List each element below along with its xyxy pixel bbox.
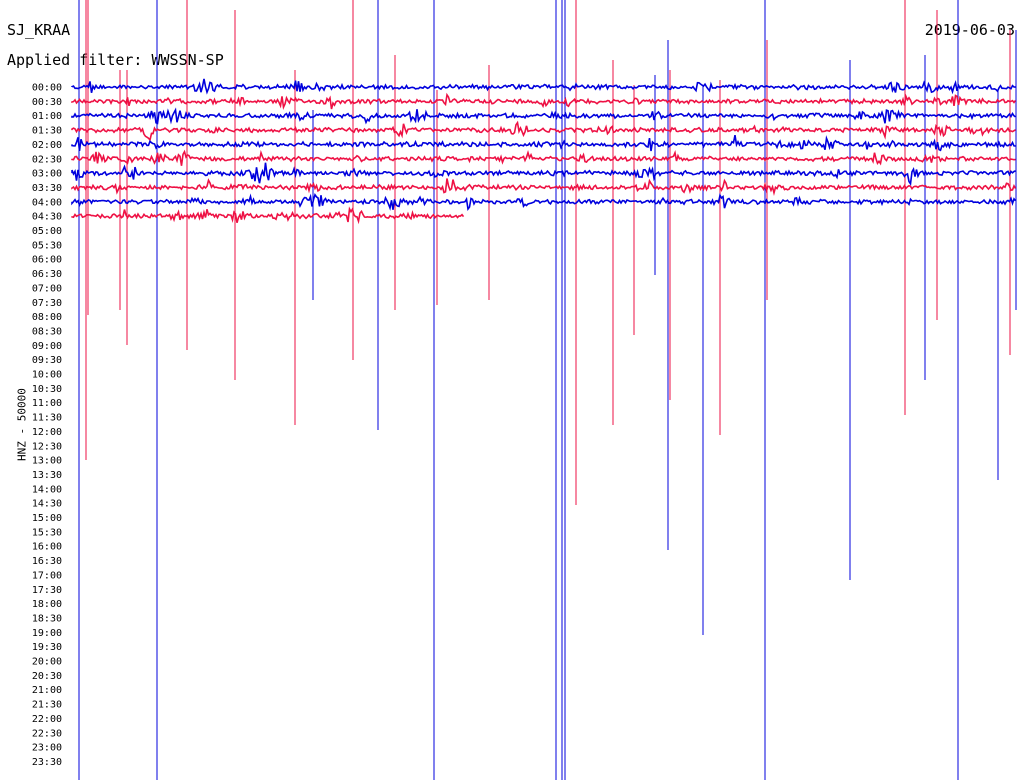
trace-row xyxy=(71,120,1016,142)
row-time-label: 13:00 xyxy=(32,456,62,467)
row-time-label: 22:30 xyxy=(32,728,62,739)
row-time-label: 17:30 xyxy=(32,585,62,596)
row-time-label: 04:00 xyxy=(32,197,62,208)
row-time-label: 21:30 xyxy=(32,700,62,711)
row-time-label: 14:30 xyxy=(32,499,62,510)
trace-row xyxy=(71,162,1016,186)
trace-row xyxy=(71,78,1016,95)
station-name: SJ_KRAA xyxy=(7,21,71,39)
row-time-label: 02:00 xyxy=(32,140,62,151)
row-time-label: 11:30 xyxy=(32,413,62,424)
applied-filter: Applied filter: WWSSN-SP xyxy=(7,51,224,69)
row-time-label: 01:00 xyxy=(32,111,62,122)
row-time-label: 20:00 xyxy=(32,657,62,668)
record-date: 2019-06-03 xyxy=(924,21,1015,39)
row-time-label: 06:00 xyxy=(32,255,62,266)
row-time-label: 03:00 xyxy=(32,169,62,180)
row-time-label: 02:30 xyxy=(32,154,62,165)
row-time-label: 21:00 xyxy=(32,685,62,696)
row-time-label: 00:30 xyxy=(32,97,62,108)
row-time-label: 12:30 xyxy=(32,441,62,452)
row-time-label: 16:30 xyxy=(32,556,62,567)
row-time-label: 05:30 xyxy=(32,240,62,251)
row-time-label: 01:30 xyxy=(32,126,62,137)
row-time-label: 10:00 xyxy=(32,370,62,381)
row-time-label: 00:00 xyxy=(32,83,62,94)
row-time-label: 19:30 xyxy=(32,642,62,653)
row-time-label: 15:30 xyxy=(32,527,62,538)
row-time-label: 23:30 xyxy=(32,757,62,768)
row-time-label: 07:00 xyxy=(32,283,62,294)
row-time-label: 10:30 xyxy=(32,384,62,395)
row-time-label: 03:30 xyxy=(32,183,62,194)
row-time-label: 05:00 xyxy=(32,226,62,237)
row-time-label: 18:00 xyxy=(32,599,62,610)
row-time-label: 17:00 xyxy=(32,570,62,581)
row-time-label: 13:30 xyxy=(32,470,62,481)
trace-row xyxy=(71,206,465,225)
row-time-label: 12:00 xyxy=(32,427,62,438)
row-time-label: 15:00 xyxy=(32,513,62,524)
row-time-label: 08:30 xyxy=(32,326,62,337)
trace-row xyxy=(71,149,1016,166)
row-time-label: 11:00 xyxy=(32,398,62,409)
trace-row xyxy=(71,134,1016,152)
row-time-label: 23:00 xyxy=(32,743,62,754)
row-time-label: 09:00 xyxy=(32,341,62,352)
row-time-label: 07:30 xyxy=(32,298,62,309)
trace-row xyxy=(71,92,1017,110)
row-time-label: 06:30 xyxy=(32,269,62,280)
row-time-label: 09:30 xyxy=(32,355,62,366)
row-time-label: 18:30 xyxy=(32,613,62,624)
row-time-label: 16:00 xyxy=(32,542,62,553)
row-time-label: 04:30 xyxy=(32,212,62,223)
row-time-label: 22:00 xyxy=(32,714,62,725)
trace-row xyxy=(71,178,1017,196)
row-time-label: 19:00 xyxy=(32,628,62,639)
trace-row xyxy=(71,193,1017,212)
trace-row xyxy=(71,107,1016,125)
row-time-label: 08:00 xyxy=(32,312,62,323)
row-time-label: 14:00 xyxy=(32,484,62,495)
row-time-label: 20:30 xyxy=(32,671,62,682)
